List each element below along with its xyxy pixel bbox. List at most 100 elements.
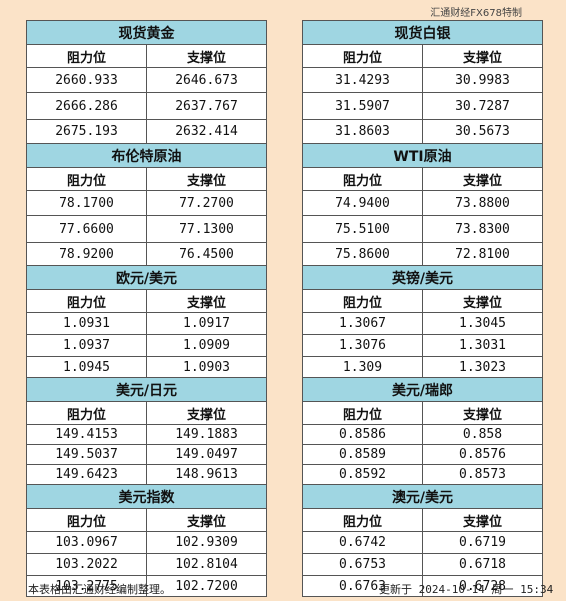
support-value: 1.0917 [146, 312, 267, 335]
resistance-value: 0.8592 [302, 464, 423, 485]
levels-table-right: 现货白银 阻力位 支撑位 31.4293 30.9983 31.5907 30.7287 31… [302, 20, 543, 597]
panel-title: 欧元/美元 [26, 265, 267, 290]
support-value: 1.3031 [422, 334, 543, 357]
panel-header-row: 阻力位 支撑位 [302, 167, 543, 191]
resistance-value: 75.8600 [302, 242, 423, 266]
panel-title-row: 美元/瑞郎 [302, 377, 543, 402]
footer-note: 本表格由汇通财经编制整理。 [28, 583, 171, 596]
panel-title: 现货黄金 [26, 20, 267, 45]
panel-header-row: 阻力位 支撑位 [26, 401, 267, 425]
resistance-value: 78.9200 [26, 242, 147, 266]
support-header: 支撑位 [146, 167, 267, 191]
support-value: 148.9613 [146, 464, 267, 485]
resistance-value: 149.4153 [26, 424, 147, 445]
panel-title: WTI原油 [302, 143, 543, 168]
update-time: 更新于 2024-10-14 周一 15:34 [379, 583, 554, 596]
panel-title: 布伦特原油 [26, 143, 267, 168]
resistance-value: 0.8586 [302, 424, 423, 445]
resistance-value: 149.6423 [26, 464, 147, 485]
support-value: 0.8576 [422, 444, 543, 465]
support-header: 支撑位 [422, 167, 543, 191]
panel-title-row: 美元/日元 [26, 377, 267, 402]
support-value: 2646.673 [146, 67, 267, 93]
resistance-header: 阻力位 [302, 401, 423, 425]
table-row: 31.5907 30.7287 [302, 92, 543, 120]
table-row: 0.8592 0.8573 [302, 464, 543, 485]
resistance-value: 103.0967 [26, 531, 147, 554]
resistance-header: 阻力位 [26, 44, 147, 68]
support-value: 30.7287 [422, 92, 543, 120]
panel-header-row: 阻力位 支撑位 [302, 44, 543, 68]
support-value: 1.3023 [422, 356, 543, 378]
panel-title-row: 现货黄金 [26, 20, 267, 45]
table-row: 78.9200 76.4500 [26, 242, 267, 266]
resistance-value: 31.5907 [302, 92, 423, 120]
resistance-value: 77.6600 [26, 215, 147, 243]
resistance-header: 阻力位 [302, 167, 423, 191]
resistance-header: 阻力位 [26, 401, 147, 425]
resistance-header: 阻力位 [302, 289, 423, 313]
resistance-header: 阻力位 [302, 508, 423, 532]
resistance-header: 阻力位 [26, 289, 147, 313]
panel-title: 美元/日元 [26, 377, 267, 402]
resistance-value: 78.1700 [26, 190, 147, 216]
resistance-value: 31.8603 [302, 119, 423, 144]
panel-title-row: 布伦特原油 [26, 143, 267, 168]
support-value: 102.8104 [146, 553, 267, 576]
panel-title: 美元指数 [26, 484, 267, 509]
table-row: 1.0937 1.0909 [26, 334, 267, 357]
resistance-header: 阻力位 [302, 44, 423, 68]
resistance-value: 31.4293 [302, 67, 423, 93]
resistance-value: 0.8589 [302, 444, 423, 465]
resistance-value: 0.6742 [302, 531, 423, 554]
panel-title-row: 美元指数 [26, 484, 267, 509]
left-column: 现货黄金 阻力位 支撑位 2660.933 2646.673 2666.286 2637.7… [26, 20, 267, 597]
support-value: 0.6728 [422, 575, 543, 597]
table-row: 149.4153 149.1883 [26, 424, 267, 445]
panel-header-row: 阻力位 支撑位 [26, 44, 267, 68]
panel-title: 英镑/美元 [302, 265, 543, 290]
resistance-value: 2666.286 [26, 92, 147, 120]
resistance-value: 103.2775 [26, 575, 147, 597]
panel-title-row: 欧元/美元 [26, 265, 267, 290]
levels-table-left: 现货黄金 阻力位 支撑位 2660.933 2646.673 2666.286 2637.7… [26, 20, 267, 597]
support-header: 支撑位 [146, 508, 267, 532]
resistance-value: 1.0931 [26, 312, 147, 335]
resistance-value: 74.9400 [302, 190, 423, 216]
table-row: 149.5037 149.0497 [26, 444, 267, 465]
support-value: 30.5673 [422, 119, 543, 144]
support-header: 支撑位 [146, 289, 267, 313]
table-row: 149.6423 148.9613 [26, 464, 267, 485]
support-header: 支撑位 [146, 401, 267, 425]
support-value: 0.858 [422, 424, 543, 445]
panel-title-row: 现货白银 [302, 20, 543, 45]
support-header: 支撑位 [422, 289, 543, 313]
panel-title: 美元/瑞郎 [302, 377, 543, 402]
table-row: 0.6763 0.6728 [302, 575, 543, 597]
resistance-value: 2660.933 [26, 67, 147, 93]
support-value: 2632.414 [146, 119, 267, 144]
support-value: 0.6719 [422, 531, 543, 554]
table-row: 77.6600 77.1300 [26, 215, 267, 243]
panel-title-row: 澳元/美元 [302, 484, 543, 509]
panel-header-row: 阻力位 支撑位 [302, 289, 543, 313]
resistance-header: 阻力位 [26, 508, 147, 532]
panel-header-row: 阻力位 支撑位 [26, 289, 267, 313]
table-row: 1.0931 1.0917 [26, 312, 267, 335]
panel-header-row: 阻力位 支撑位 [302, 508, 543, 532]
resistance-value: 1.0937 [26, 334, 147, 357]
support-value: 102.7200 [146, 575, 267, 597]
support-header: 支撑位 [422, 401, 543, 425]
panel-title: 现货白银 [302, 20, 543, 45]
panel-title-row: 英镑/美元 [302, 265, 543, 290]
support-value: 72.8100 [422, 242, 543, 266]
panel-title: 澳元/美元 [302, 484, 543, 509]
table-row: 1.3076 1.3031 [302, 334, 543, 357]
resistance-value: 1.3076 [302, 334, 423, 357]
panel-header-row: 阻力位 支撑位 [26, 508, 267, 532]
support-value: 102.9309 [146, 531, 267, 554]
resistance-value: 0.6763 [302, 575, 423, 597]
support-value: 149.0497 [146, 444, 267, 465]
resistance-value: 1.3067 [302, 312, 423, 335]
support-value: 2637.767 [146, 92, 267, 120]
